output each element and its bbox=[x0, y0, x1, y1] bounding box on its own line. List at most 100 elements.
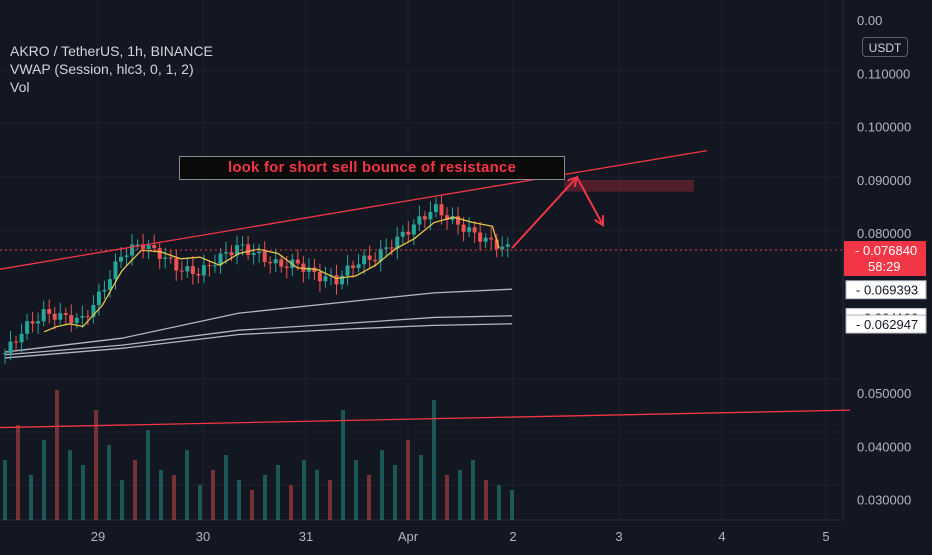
volume-bar-18 bbox=[237, 480, 241, 520]
projection-arrowhead-up bbox=[567, 175, 579, 188]
volume-bar-14 bbox=[185, 450, 189, 520]
price-tick-label: 0.080000 bbox=[857, 226, 911, 241]
candle-body bbox=[467, 227, 472, 232]
price-tick-label: 0.040000 bbox=[857, 439, 911, 454]
candle-body bbox=[91, 305, 96, 317]
volume-bar-16 bbox=[211, 470, 215, 520]
candle-body bbox=[268, 261, 273, 264]
candle-body bbox=[185, 266, 190, 272]
candle-body bbox=[378, 248, 383, 262]
candle-body bbox=[367, 255, 372, 260]
volume-bar-26 bbox=[341, 410, 345, 520]
volume-bar-35 bbox=[458, 470, 462, 520]
volume-bar-29 bbox=[380, 450, 384, 520]
candle-body bbox=[246, 244, 251, 255]
candle-body bbox=[168, 257, 173, 259]
volume-bar-2 bbox=[29, 475, 33, 520]
candle-body bbox=[30, 321, 35, 324]
band-level-tag bbox=[845, 314, 927, 334]
candle-body bbox=[351, 265, 356, 269]
time-tick-label: Apr bbox=[398, 529, 419, 544]
candle-body bbox=[340, 275, 345, 285]
candle-body bbox=[14, 341, 19, 343]
volume-bar-10 bbox=[133, 460, 137, 520]
candle-body bbox=[152, 245, 157, 249]
volume-bar-31 bbox=[406, 440, 410, 520]
candle-body bbox=[124, 255, 129, 257]
volume-bar-38 bbox=[497, 485, 501, 520]
candle-body bbox=[389, 247, 394, 249]
time-tick-label: 4 bbox=[718, 529, 725, 544]
candle-body bbox=[130, 244, 135, 256]
candle-body bbox=[102, 289, 107, 292]
volume-bar-0 bbox=[3, 460, 7, 520]
candle-body bbox=[301, 263, 306, 272]
last-price-tag[interactable] bbox=[844, 241, 926, 277]
candle-body bbox=[494, 239, 499, 250]
price-tick-label: 0.090000 bbox=[857, 173, 911, 188]
resistance-zone bbox=[564, 179, 694, 192]
candle-body bbox=[63, 313, 68, 316]
annotation-label[interactable]: look for short sell bounce of resistance bbox=[179, 156, 565, 180]
volume-bar-24 bbox=[315, 470, 319, 520]
candle-body bbox=[74, 317, 79, 323]
volume-bar-22 bbox=[289, 485, 293, 520]
band-level-tag bbox=[845, 280, 927, 300]
candle-body bbox=[240, 244, 245, 246]
candle-body bbox=[500, 246, 505, 250]
volume-bar-27 bbox=[354, 460, 358, 520]
candle-body bbox=[190, 266, 195, 274]
volume-bar-20 bbox=[263, 475, 267, 520]
volume-bar-1 bbox=[16, 425, 20, 520]
candle-body bbox=[107, 279, 112, 290]
volume-bar-15 bbox=[198, 485, 202, 520]
price-tick-label: 0.110000 bbox=[857, 66, 910, 81]
volume-legend[interactable]: Vol bbox=[10, 79, 30, 95]
candle-body bbox=[25, 321, 30, 334]
candle-body bbox=[400, 231, 405, 237]
candle-body bbox=[433, 204, 438, 212]
price-tick-label: 0.030000 bbox=[857, 493, 911, 508]
currency-button[interactable]: USDT bbox=[862, 37, 908, 57]
candle-body bbox=[456, 216, 461, 225]
volume-bar-13 bbox=[172, 475, 176, 520]
symbol-legend[interactable]: AKRO / TetherUS, 1h, BINANCE bbox=[10, 43, 213, 59]
candle-body bbox=[406, 231, 411, 235]
candle-body bbox=[478, 232, 483, 242]
vwap-legend[interactable]: VWAP (Session, hlc3, 0, 1, 2) bbox=[10, 61, 194, 77]
volume-bar-3 bbox=[42, 440, 46, 520]
candle-body bbox=[489, 237, 494, 240]
time-tick-label: 3 bbox=[615, 529, 622, 544]
candle-body bbox=[41, 309, 46, 322]
candle-body bbox=[207, 265, 212, 267]
candle-body bbox=[284, 266, 289, 268]
volume-bar-7 bbox=[94, 410, 98, 520]
candle-body bbox=[8, 341, 13, 354]
candle-body bbox=[445, 215, 449, 220]
candle-body bbox=[224, 252, 228, 254]
candle-body bbox=[135, 244, 140, 246]
volume-bar-9 bbox=[120, 480, 124, 520]
volume-bar-5 bbox=[68, 450, 72, 520]
volume-bar-34 bbox=[445, 475, 449, 520]
volume-bar-37 bbox=[484, 480, 488, 520]
volume-bar-19 bbox=[250, 490, 254, 520]
volume-bar-8 bbox=[107, 445, 111, 520]
volume-bar-6 bbox=[81, 465, 85, 520]
candle-body bbox=[157, 248, 162, 259]
volume-bar-33 bbox=[432, 400, 436, 520]
candle-body bbox=[356, 264, 361, 269]
support-trendline[interactable] bbox=[0, 409, 851, 429]
volume-bar-21 bbox=[276, 465, 280, 520]
vwap-lower-band bbox=[4, 323, 513, 359]
band-level-label: - 0.062947 bbox=[856, 317, 918, 332]
candle-body bbox=[69, 315, 74, 323]
candle-body bbox=[229, 252, 234, 256]
candle-body bbox=[141, 244, 146, 250]
candle-body bbox=[196, 273, 201, 276]
candle-body bbox=[334, 275, 339, 285]
candle-body bbox=[58, 313, 63, 320]
volume-bar-4 bbox=[55, 390, 59, 520]
